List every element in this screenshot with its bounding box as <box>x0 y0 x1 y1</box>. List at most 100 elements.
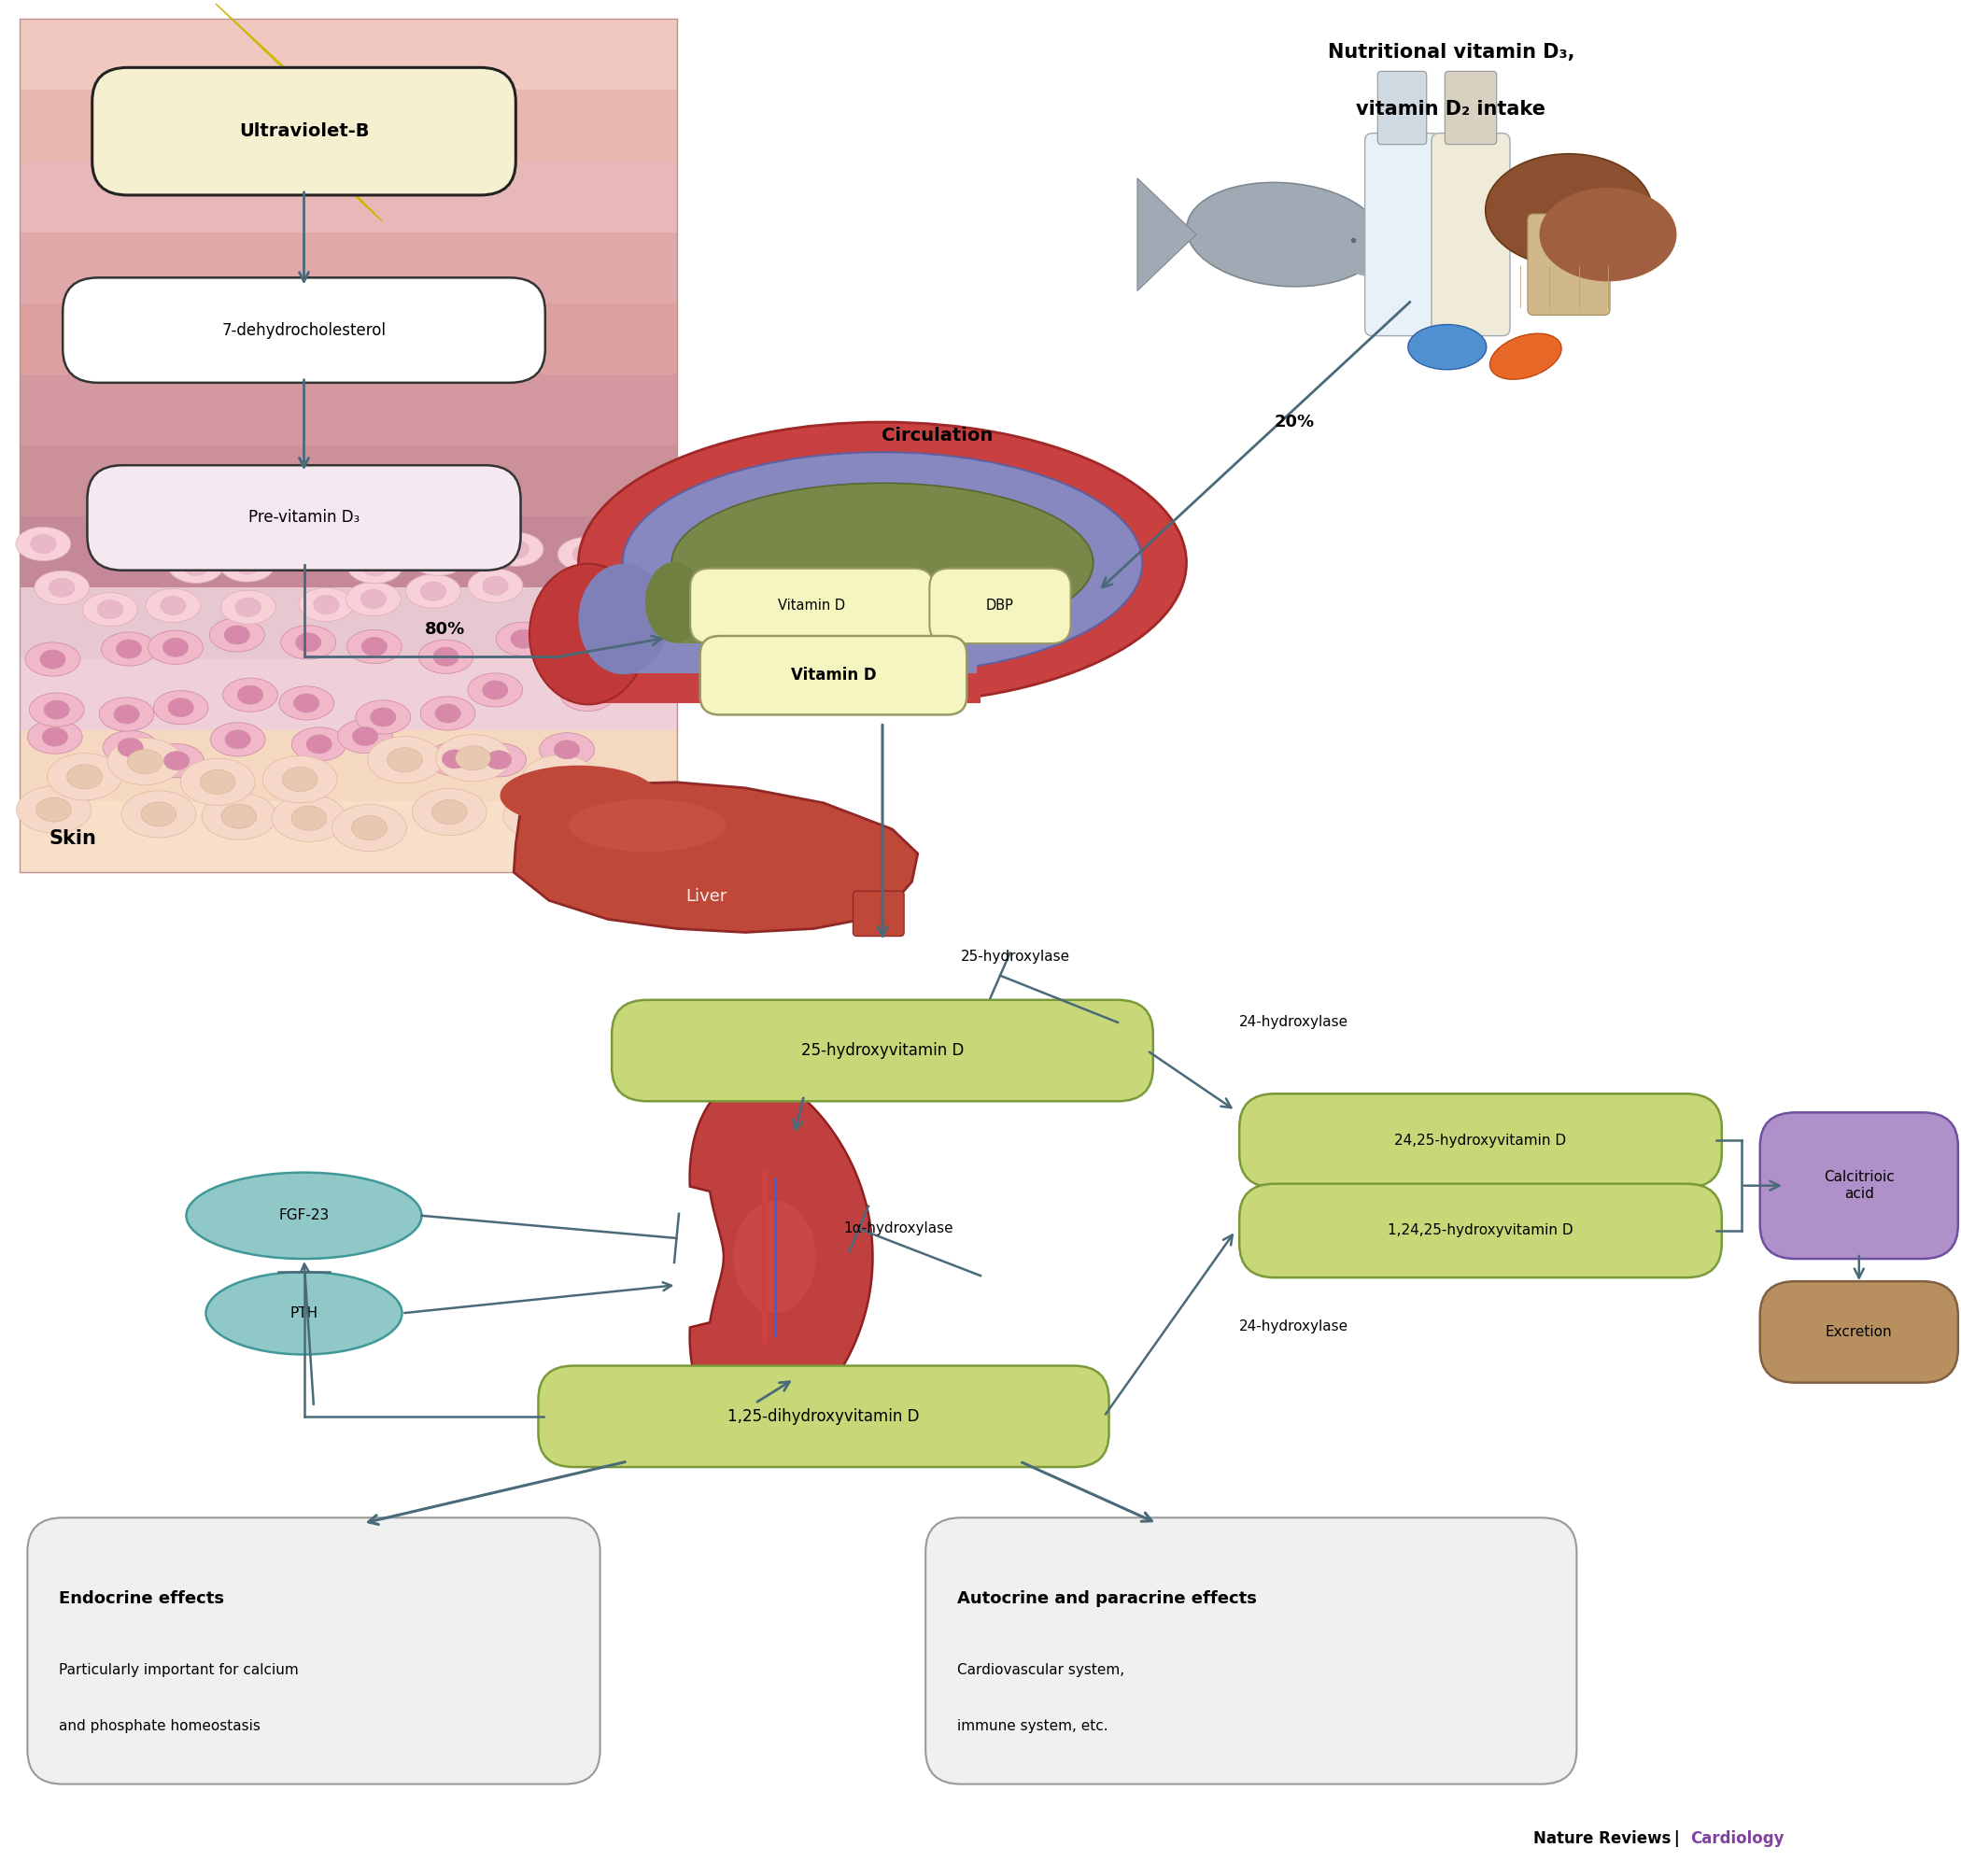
Text: 1,24,25-hydroxyvitamin D: 1,24,25-hydroxyvitamin D <box>1388 1223 1573 1238</box>
FancyBboxPatch shape <box>853 891 904 936</box>
Ellipse shape <box>169 698 194 717</box>
Ellipse shape <box>1186 182 1383 287</box>
Ellipse shape <box>561 677 616 711</box>
Ellipse shape <box>541 767 577 792</box>
Ellipse shape <box>102 730 157 764</box>
Bar <box>20 516 677 587</box>
Ellipse shape <box>504 792 578 839</box>
Ellipse shape <box>433 647 459 666</box>
Text: Nutritional vitamin D₃,: Nutritional vitamin D₃, <box>1328 43 1575 62</box>
Text: PTH: PTH <box>290 1306 318 1321</box>
FancyBboxPatch shape <box>1239 1094 1722 1188</box>
Ellipse shape <box>149 630 204 664</box>
Ellipse shape <box>141 803 176 827</box>
Ellipse shape <box>412 542 467 576</box>
Text: 25-hydroxyvitamin D: 25-hydroxyvitamin D <box>800 1043 965 1058</box>
Polygon shape <box>690 1077 873 1437</box>
Ellipse shape <box>345 582 400 615</box>
Text: Cardiovascular system,: Cardiovascular system, <box>957 1662 1124 1677</box>
Ellipse shape <box>31 535 57 553</box>
Ellipse shape <box>431 799 467 824</box>
Ellipse shape <box>314 595 339 613</box>
Ellipse shape <box>145 589 200 623</box>
Ellipse shape <box>624 452 1141 673</box>
Ellipse shape <box>482 681 508 700</box>
Ellipse shape <box>575 685 600 704</box>
Ellipse shape <box>280 625 335 658</box>
Ellipse shape <box>16 527 71 561</box>
Ellipse shape <box>292 807 327 831</box>
Text: Calcitrioic
acid: Calcitrioic acid <box>1824 1171 1894 1201</box>
Ellipse shape <box>361 589 386 608</box>
Ellipse shape <box>161 597 186 615</box>
Ellipse shape <box>418 640 473 673</box>
Ellipse shape <box>524 803 559 827</box>
Ellipse shape <box>363 557 388 576</box>
Ellipse shape <box>353 726 378 745</box>
Ellipse shape <box>43 700 69 719</box>
Text: Endocrine effects: Endocrine effects <box>59 1591 224 1606</box>
Text: 1,25-dihydroxyvitamin D: 1,25-dihydroxyvitamin D <box>728 1409 920 1424</box>
Ellipse shape <box>337 719 392 752</box>
Ellipse shape <box>371 707 396 726</box>
Ellipse shape <box>118 537 143 555</box>
Text: Vitamin D: Vitamin D <box>790 668 877 683</box>
Ellipse shape <box>169 550 224 583</box>
Ellipse shape <box>153 690 208 724</box>
Ellipse shape <box>206 1272 402 1354</box>
Ellipse shape <box>100 698 155 732</box>
Ellipse shape <box>35 797 71 822</box>
Ellipse shape <box>314 540 339 559</box>
Ellipse shape <box>237 685 263 704</box>
Ellipse shape <box>47 754 122 801</box>
Ellipse shape <box>671 484 1094 642</box>
Ellipse shape <box>1490 334 1561 379</box>
Polygon shape <box>216 4 382 221</box>
Ellipse shape <box>29 692 84 726</box>
Ellipse shape <box>529 563 647 705</box>
Ellipse shape <box>578 422 1186 704</box>
Ellipse shape <box>367 737 441 784</box>
Ellipse shape <box>406 574 461 608</box>
Ellipse shape <box>486 750 512 769</box>
Text: 7-dehydrocholesterol: 7-dehydrocholesterol <box>222 323 386 338</box>
Bar <box>20 19 677 90</box>
Ellipse shape <box>1486 154 1651 266</box>
Bar <box>20 304 677 375</box>
FancyBboxPatch shape <box>1239 1184 1722 1278</box>
Ellipse shape <box>426 550 451 568</box>
Ellipse shape <box>292 728 347 762</box>
Text: Skin: Skin <box>49 829 96 848</box>
Ellipse shape <box>273 795 347 842</box>
Ellipse shape <box>114 705 139 724</box>
Ellipse shape <box>200 769 235 794</box>
Ellipse shape <box>67 765 102 790</box>
Ellipse shape <box>294 694 320 713</box>
Ellipse shape <box>496 623 551 657</box>
FancyBboxPatch shape <box>1761 1112 1957 1259</box>
Ellipse shape <box>163 638 188 657</box>
FancyBboxPatch shape <box>1761 1281 1957 1383</box>
Ellipse shape <box>298 587 353 621</box>
Ellipse shape <box>222 591 277 625</box>
Ellipse shape <box>435 704 461 722</box>
Text: Pre-vitamin D₃: Pre-vitamin D₃ <box>249 510 359 525</box>
Ellipse shape <box>222 805 257 829</box>
Ellipse shape <box>224 625 249 643</box>
Bar <box>675 563 969 643</box>
Text: Vitamin D: Vitamin D <box>779 598 845 613</box>
Ellipse shape <box>469 568 524 602</box>
Bar <box>20 375 677 446</box>
Ellipse shape <box>27 720 82 754</box>
Ellipse shape <box>35 570 90 604</box>
Text: 24-hydroxylase: 24-hydroxylase <box>1239 1319 1349 1334</box>
Ellipse shape <box>82 593 137 627</box>
FancyBboxPatch shape <box>690 568 933 643</box>
Ellipse shape <box>306 735 331 754</box>
Ellipse shape <box>300 533 355 567</box>
Bar <box>20 90 677 161</box>
Text: 24,25-hydroxyvitamin D: 24,25-hydroxyvitamin D <box>1394 1133 1567 1148</box>
Bar <box>20 801 677 872</box>
FancyBboxPatch shape <box>63 278 545 383</box>
Bar <box>20 587 677 658</box>
